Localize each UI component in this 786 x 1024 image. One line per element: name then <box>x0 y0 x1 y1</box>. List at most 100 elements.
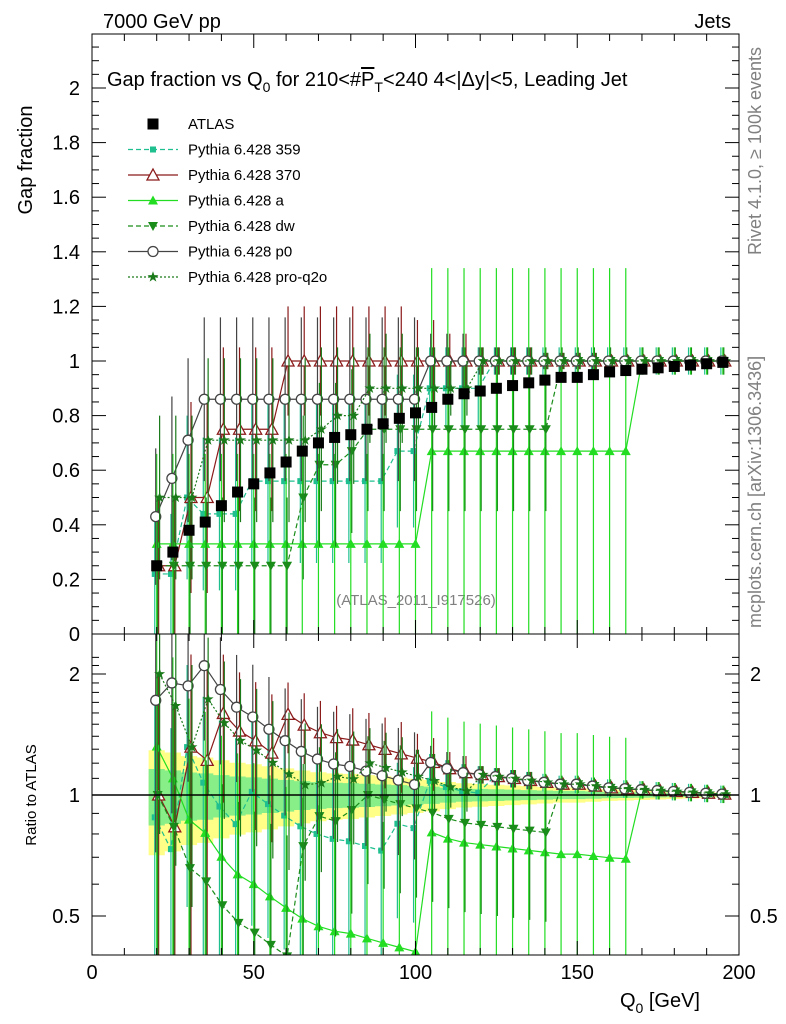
data-point <box>150 510 162 523</box>
ratio-point <box>198 660 210 672</box>
ratio-point <box>200 752 215 767</box>
ratio-point <box>687 786 699 798</box>
y-tick-label: 1 <box>69 351 80 373</box>
data-point <box>282 561 293 571</box>
data-point <box>539 446 550 456</box>
y-tick-label: 1.8 <box>52 133 80 155</box>
ratio-point <box>476 820 487 830</box>
data-point <box>492 425 503 435</box>
ratio-point <box>248 788 255 795</box>
data-point <box>297 538 308 548</box>
atlas-data-point <box>280 456 292 468</box>
atlas-data-point <box>393 412 405 424</box>
ratio-point <box>218 717 230 728</box>
ratio-series-pythia-6-428-dw <box>152 674 729 955</box>
data-point <box>248 538 259 548</box>
data-point <box>442 446 453 456</box>
data-point <box>216 510 223 517</box>
ratio-point <box>442 833 453 843</box>
ratio-point <box>540 828 551 838</box>
data-point <box>265 561 276 571</box>
ratio-point <box>445 781 457 792</box>
ratio-point <box>459 837 470 847</box>
atlas-data-point <box>345 429 357 441</box>
ratio-point <box>523 845 534 855</box>
ratio-point <box>720 788 732 799</box>
atlas-data-point <box>717 356 729 368</box>
legend-marker <box>148 222 158 231</box>
data-point <box>394 448 401 455</box>
ratio-point <box>378 937 389 947</box>
legend-label: Pythia 6.428 pro-q2o <box>188 269 327 286</box>
ratio-point <box>348 773 360 784</box>
ratio-point <box>345 838 352 845</box>
ratio-point <box>441 763 453 775</box>
ratio-point <box>542 776 554 787</box>
ratio-point <box>230 701 243 713</box>
data-point <box>459 425 470 435</box>
ratio-point <box>150 694 162 706</box>
data-point <box>378 478 385 485</box>
ratio-point <box>396 766 408 777</box>
ratio-point <box>492 822 503 832</box>
ratio-point <box>345 928 356 938</box>
ratio-point <box>361 737 377 751</box>
atlas-data-point <box>296 445 308 457</box>
data-point <box>671 355 683 366</box>
ratio-point <box>457 767 469 779</box>
ratio-point <box>623 783 635 794</box>
ratio-point <box>248 879 259 889</box>
data-point <box>182 434 194 446</box>
ratio-point <box>461 785 473 796</box>
ratio-point <box>507 843 518 853</box>
data-point <box>441 355 453 367</box>
ratio-point <box>671 785 683 797</box>
data-point <box>556 446 567 456</box>
ratio-point <box>279 735 291 747</box>
ratio-point <box>475 790 482 797</box>
data-point <box>607 355 618 366</box>
ratio-point <box>344 760 356 773</box>
ratio-point <box>235 734 246 746</box>
atlas-data-point <box>361 423 373 435</box>
data-point <box>247 393 259 405</box>
atlas-data-point <box>474 385 486 397</box>
data-point <box>345 478 352 485</box>
data-point <box>154 491 166 503</box>
ratio-point <box>377 742 393 756</box>
data-point <box>558 355 570 366</box>
ratio-point <box>394 942 405 952</box>
ratio-point <box>491 841 502 851</box>
ratio-point <box>426 827 437 837</box>
data-point <box>572 446 583 456</box>
data-point <box>542 355 554 366</box>
ratio-point <box>313 725 328 739</box>
data-point <box>201 561 212 571</box>
atlas-data-point <box>523 377 535 389</box>
ratio-point <box>426 777 433 784</box>
ratio-point <box>425 756 437 769</box>
data-point <box>281 478 288 485</box>
atlas-data-point <box>329 431 341 443</box>
ratio-point <box>394 746 409 760</box>
ratio-point <box>297 717 312 731</box>
data-point <box>426 446 437 456</box>
data-point <box>329 538 340 548</box>
ratio-point <box>329 926 340 936</box>
data-point <box>410 448 417 455</box>
data-point <box>491 446 502 456</box>
data-point <box>264 538 275 548</box>
data-point <box>429 382 441 393</box>
legend-marker <box>145 167 161 181</box>
ratio-point <box>217 901 228 911</box>
data-point <box>202 434 214 445</box>
data-point <box>200 490 215 504</box>
ratio-point <box>380 762 392 773</box>
data-point <box>394 538 405 548</box>
atlas-data-point <box>199 516 211 528</box>
legend-marker <box>147 271 159 282</box>
atlas-data-point <box>555 371 567 383</box>
legend-label: Pythia 6.428 dw <box>188 218 295 235</box>
data-point <box>540 425 551 435</box>
